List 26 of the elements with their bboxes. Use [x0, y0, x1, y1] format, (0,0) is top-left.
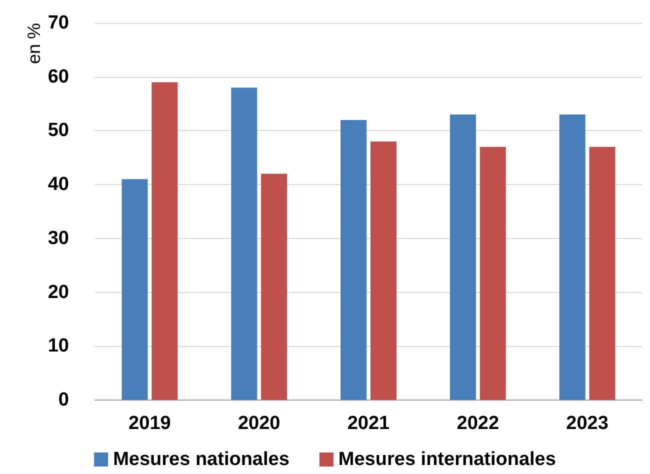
bar [122, 179, 148, 400]
y-tick-label: 50 [48, 120, 69, 142]
bar [559, 114, 586, 400]
x-tick-label: 2023 [566, 413, 608, 434]
bar [370, 141, 396, 400]
x-tick-label: 2022 [456, 413, 500, 434]
y-axis-title: en % [24, 23, 44, 64]
x-tick-label: 2020 [238, 413, 280, 434]
y-tick-label: 40 [48, 174, 69, 196]
x-tick-label: 2021 [347, 413, 390, 434]
y-tick-label: 30 [48, 228, 69, 249]
x-tick-label: 2019 [128, 413, 171, 434]
bar [152, 82, 178, 400]
bar [450, 114, 476, 400]
y-tick-label: 0 [58, 390, 69, 410]
legend-label: Mesures nationales [113, 449, 290, 470]
y-tick-label: 70 [48, 12, 69, 34]
bar [231, 88, 258, 400]
bar [480, 146, 506, 400]
bar [340, 120, 367, 400]
y-tick-label: 60 [48, 66, 69, 88]
bar [261, 174, 288, 400]
bar [589, 146, 616, 400]
y-tick-label: 10 [48, 336, 69, 357]
y-tick-label: 20 [48, 282, 69, 303]
legend-label: Mesures internationales [338, 449, 556, 470]
